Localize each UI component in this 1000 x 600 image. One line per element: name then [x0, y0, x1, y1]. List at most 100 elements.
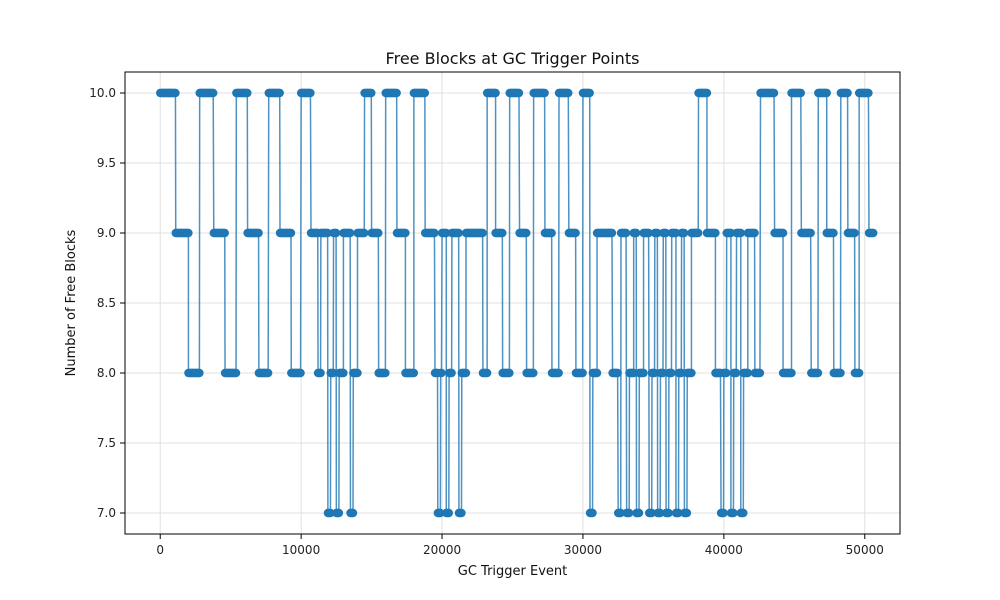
y-axis-label: Number of Free Blocks [64, 229, 79, 376]
data-point [647, 508, 656, 518]
data-point [491, 88, 500, 98]
data-point [864, 88, 873, 98]
data-point [694, 228, 703, 238]
data-point [339, 368, 348, 378]
data-point [796, 88, 805, 98]
data-point [624, 508, 634, 518]
data-point [674, 508, 683, 518]
y-tick-label: 7.0 [97, 506, 116, 520]
data-point [254, 228, 263, 238]
data-point [702, 88, 712, 98]
data-point [677, 368, 686, 378]
data-point [850, 228, 859, 238]
data-point [454, 228, 463, 238]
data-point [787, 368, 796, 378]
data-point [806, 228, 815, 238]
data-point [522, 228, 531, 238]
data-point [743, 368, 753, 378]
x-tick-label: 10000 [282, 543, 320, 557]
data-point [331, 228, 341, 238]
data-point [661, 228, 671, 238]
data-point [613, 368, 622, 378]
x-tick-label: 20000 [423, 543, 461, 557]
data-point [498, 228, 507, 238]
data-point [482, 368, 492, 378]
data-point [306, 88, 315, 98]
x-tick-label: 30000 [564, 543, 602, 557]
data-point [650, 368, 659, 378]
data-point [243, 88, 252, 98]
data-point [326, 508, 335, 518]
data-point [457, 508, 466, 518]
data-point [729, 508, 738, 518]
data-point [769, 88, 779, 98]
data-point [296, 368, 305, 378]
data-point [621, 228, 631, 238]
data-point [316, 368, 325, 378]
data-point [461, 368, 471, 378]
data-point [420, 88, 430, 98]
data-point [478, 228, 487, 238]
data-point [184, 228, 193, 238]
data-point [529, 368, 538, 378]
data-point [813, 368, 823, 378]
data-point [755, 368, 765, 378]
data-point [732, 368, 741, 378]
data-point [679, 228, 689, 238]
data-point [592, 368, 602, 378]
data-point [578, 368, 587, 378]
data-point [836, 368, 845, 378]
y-tick-label: 8.0 [97, 366, 116, 380]
data-point [822, 88, 831, 98]
y-tick-label: 7.5 [97, 436, 116, 450]
data-point [667, 368, 676, 378]
data-point [231, 368, 241, 378]
y-tick-label: 9.5 [97, 156, 116, 170]
y-tick-label: 8.5 [97, 296, 116, 310]
data-point [540, 88, 549, 98]
data-point [409, 368, 419, 378]
data-point [286, 228, 296, 238]
data-point [220, 228, 229, 238]
data-point [736, 228, 745, 238]
data-point [829, 228, 838, 238]
x-tick-label: 50000 [846, 543, 884, 557]
data-point [329, 368, 338, 378]
data-point [639, 368, 648, 378]
data-point [682, 508, 692, 518]
series-layer [156, 88, 878, 518]
data-point [444, 508, 454, 518]
x-tick-label: 40000 [705, 543, 743, 557]
data-point [778, 228, 788, 238]
data-point [658, 368, 668, 378]
data-point [381, 368, 390, 378]
data-point [655, 508, 665, 518]
data-point [750, 228, 759, 238]
data-point [437, 368, 446, 378]
data-point [345, 228, 355, 238]
data-point [353, 368, 362, 378]
data-point [644, 228, 653, 238]
data-point [263, 368, 273, 378]
chart-title: Free Blocks at GC Trigger Points [386, 49, 640, 68]
data-point [514, 88, 524, 98]
axis-ticks: 0 10000 20000 30000 40000 50000 7.0 7.5 8.0 8.5 9.… [89, 86, 884, 557]
data-point [722, 368, 731, 378]
data-point [209, 88, 218, 98]
data-point [401, 228, 410, 238]
data-point [664, 508, 673, 518]
data-point [571, 228, 580, 238]
data-point [547, 228, 556, 238]
data-point [854, 368, 864, 378]
data-point [367, 88, 376, 98]
data-point [585, 88, 594, 98]
data-point [447, 368, 456, 378]
data-point [505, 368, 514, 378]
data-point [616, 508, 625, 518]
data-point [195, 368, 204, 378]
data-point [719, 508, 728, 518]
data-point [430, 228, 439, 238]
data-point [554, 368, 563, 378]
data-point [334, 508, 344, 518]
data-point [374, 228, 383, 238]
